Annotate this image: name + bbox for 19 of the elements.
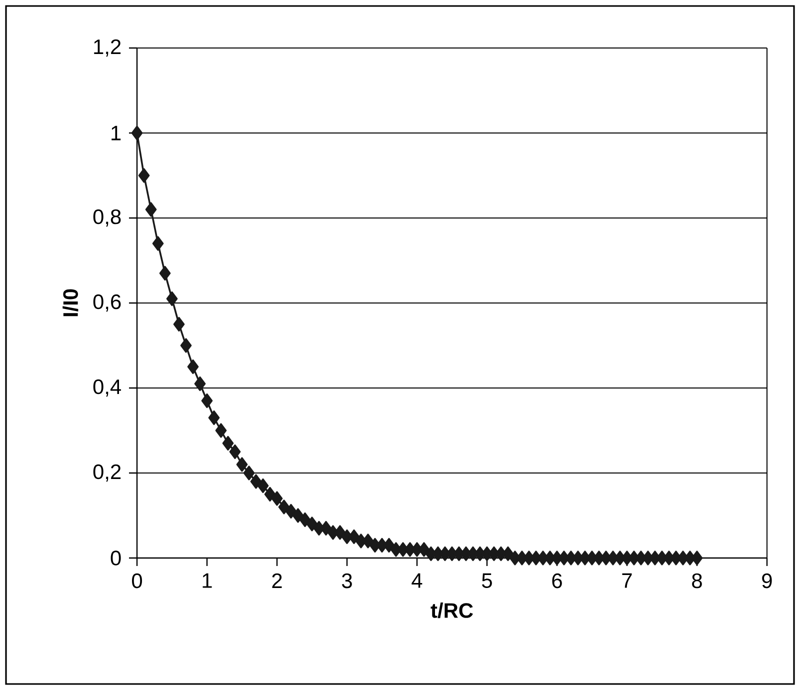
x-tick-label: 4 xyxy=(412,573,422,588)
y-tick-label: 1 xyxy=(112,126,121,140)
y-tick-label: 1,2 xyxy=(94,39,121,57)
y-tick-label: 0 xyxy=(110,550,121,566)
x-tick-label: 0 xyxy=(132,573,142,588)
x-tick-label: 8 xyxy=(692,573,702,588)
x-tick-label: 9 xyxy=(762,573,772,588)
x-tick-label: 1 xyxy=(202,573,212,588)
x-tick-label: 3 xyxy=(342,573,352,588)
y-tick-label: 0,8 xyxy=(93,209,121,227)
y-tick-label: 0,2 xyxy=(93,464,121,482)
x-axis-title: t/RC xyxy=(430,602,473,618)
x-tick-label: 7 xyxy=(622,573,632,588)
y-tick-label: 0,6 xyxy=(93,294,121,312)
x-tick-label: 2 xyxy=(272,573,282,588)
y-axis-title: I/I0 xyxy=(62,289,78,316)
x-tick-label: 5 xyxy=(482,573,492,588)
x-tick-label: 6 xyxy=(552,573,562,588)
y-tick-label: 0,4 xyxy=(93,379,121,397)
